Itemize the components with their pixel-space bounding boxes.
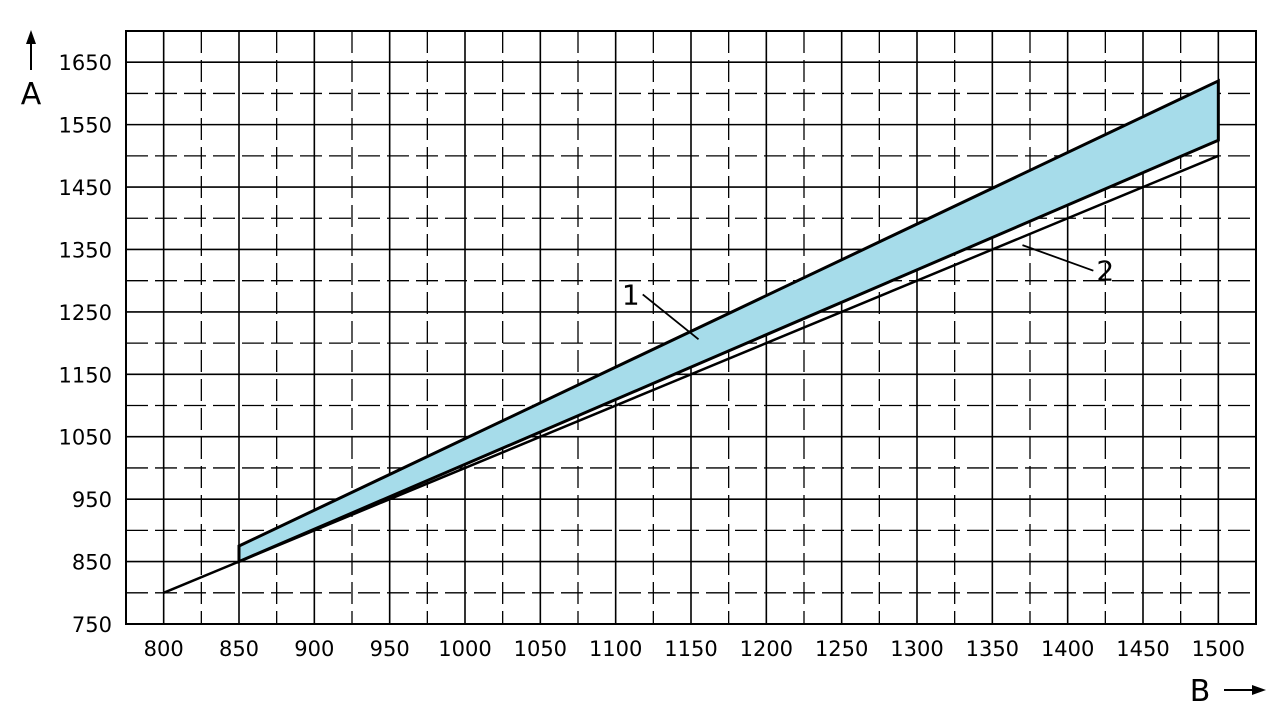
x-tick-label: 1350 xyxy=(966,637,1019,661)
callout-leader xyxy=(642,293,700,341)
x-tick-label: 1050 xyxy=(514,637,567,661)
y-tick-label: 1650 xyxy=(59,51,112,75)
x-tick-labels: 800 850 900 950 1000 1050 1100 1150 1200 1250 1300… xyxy=(144,637,1245,661)
x-tick-label: 1300 xyxy=(890,637,943,661)
x-tick-label: 1100 xyxy=(589,637,642,661)
y-tick-label: 850 xyxy=(72,551,112,575)
x-tick-label: 800 xyxy=(144,637,184,661)
y-tick-label: 1350 xyxy=(59,238,112,262)
callouts: 12 xyxy=(622,244,1114,341)
y-tick-label: 750 xyxy=(72,613,112,637)
y-tick-label: 1450 xyxy=(59,176,112,200)
x-tick-label: 900 xyxy=(294,637,334,661)
x-axis-arrow-head xyxy=(1252,685,1266,695)
y-tick-label: 1050 xyxy=(59,426,112,450)
y-tick-label: 950 xyxy=(72,488,112,512)
x-tick-label: 1000 xyxy=(438,637,491,661)
y-axis-label: A xyxy=(21,77,42,112)
y-tick-labels: 750 850 950 1050 1150 1250 1350 1450 1550 1650 xyxy=(59,51,112,637)
callout-leader xyxy=(1022,244,1094,272)
y-axis-arrow-head xyxy=(26,30,36,44)
tolerance-band xyxy=(237,78,1220,564)
x-tick-label: 1150 xyxy=(664,637,717,661)
x-axis-label: B xyxy=(1190,674,1211,709)
x-tick-label: 850 xyxy=(219,637,259,661)
grid-minor xyxy=(126,31,1256,624)
reference-line xyxy=(163,154,1219,594)
x-tick-label: 1500 xyxy=(1192,637,1245,661)
x-tick-label: 1400 xyxy=(1041,637,1094,661)
x-tick-label: 950 xyxy=(370,637,410,661)
x-tick-label: 1250 xyxy=(815,637,868,661)
x-tick-label: 1450 xyxy=(1116,637,1169,661)
y-tick-label: 1150 xyxy=(59,363,112,387)
grid-major xyxy=(126,31,1256,625)
callout-label: 1 xyxy=(622,278,640,311)
y-tick-label: 1550 xyxy=(59,114,112,138)
plot-frame xyxy=(125,30,1257,625)
x-tick-label: 1200 xyxy=(740,637,793,661)
callout-label: 2 xyxy=(1096,255,1114,288)
y-tick-label: 1250 xyxy=(59,301,112,325)
